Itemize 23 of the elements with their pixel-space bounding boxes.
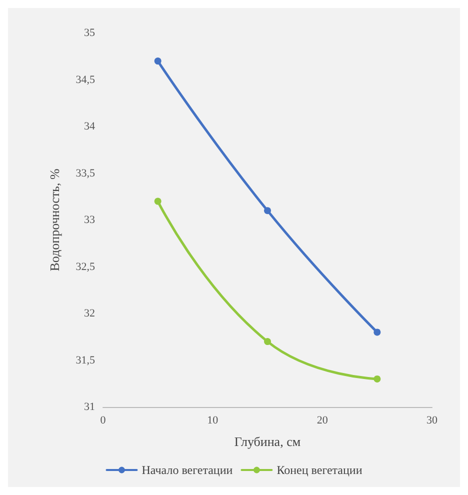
y-tick-label: 32 (84, 308, 95, 320)
point (374, 375, 381, 382)
x-tick-label: 0 (100, 414, 106, 426)
point (264, 207, 271, 214)
y-tick-label: 31 (84, 401, 95, 413)
x-tick-label: 10 (207, 414, 219, 426)
y-tick-label: 31,5 (76, 354, 96, 366)
point (374, 328, 381, 336)
point (154, 198, 162, 205)
y-tick-label: 32,5 (76, 260, 96, 273)
point (264, 338, 271, 346)
legend-label: Начало вегетации (142, 463, 234, 477)
x-tick-label: 20 (316, 414, 328, 426)
y-tick-label: 35 (84, 27, 96, 39)
legend-label: Конец вегетации (276, 463, 363, 477)
x-axis-title: Глубина, см (234, 434, 301, 449)
y-tick-label: 33 (84, 214, 96, 226)
y-axis-title: Водопрочность, % (47, 168, 62, 272)
y-tick-label: 33,5 (76, 167, 96, 180)
point (154, 58, 162, 65)
y-tick-label: 34 (84, 120, 96, 132)
x-tick-label: 30 (426, 414, 438, 426)
y-tick-label: 34,5 (76, 74, 96, 86)
